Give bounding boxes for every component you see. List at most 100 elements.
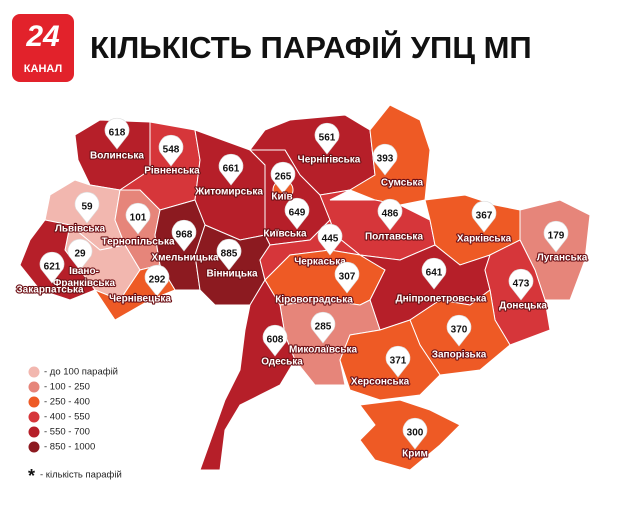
region-value: 641: [426, 268, 443, 279]
pin: [158, 134, 184, 167]
region-name: Чернівецька: [109, 294, 171, 305]
logo-name: КАНАЛ: [24, 63, 62, 75]
region-value: 101: [130, 213, 147, 224]
pin: [385, 345, 411, 378]
region-value: 486: [382, 209, 399, 220]
region-name: Черкаська: [294, 257, 346, 268]
pin: [284, 197, 310, 230]
legend-label: - 550 - 700: [44, 427, 90, 438]
legend-label: - 850 - 1000: [44, 442, 95, 453]
region-value: 649: [289, 208, 306, 219]
region: [199, 279, 296, 471]
pin: [218, 153, 244, 186]
pin: [421, 257, 447, 290]
pin: [216, 238, 242, 271]
region-name: Волинська: [90, 151, 144, 162]
pin: [104, 117, 130, 150]
region-value: 292: [149, 275, 166, 286]
pin: [377, 198, 403, 231]
region-name: Хмельницька: [151, 253, 219, 264]
region-value: 285: [315, 322, 332, 333]
region-name: Чернігівська: [298, 155, 361, 166]
region-name: Донецька: [499, 301, 547, 312]
pin: [508, 268, 534, 301]
pin: [310, 311, 336, 344]
region-value: 618: [109, 128, 126, 139]
region-name: Київ: [271, 192, 292, 203]
legend-swatch: [28, 426, 40, 438]
region-value: 179: [548, 231, 565, 242]
pin: [334, 261, 360, 294]
pin: [171, 219, 197, 252]
region-name: Рівненська: [144, 166, 200, 177]
title: КІЛЬКІСТЬ ПАРАФІЙ УПЦ МП: [90, 29, 532, 65]
region-value: 29: [74, 249, 86, 260]
pin: [314, 122, 340, 155]
region-value: 371: [390, 356, 407, 367]
legend-label: - 400 - 550: [44, 412, 90, 423]
region-name: Херсонська: [351, 377, 410, 388]
region-name: Полтавська: [365, 232, 423, 243]
region-value: 59: [81, 202, 93, 213]
region-value: 661: [223, 164, 240, 175]
logo-box: [12, 14, 74, 82]
pin: [471, 200, 497, 233]
footnote-symbol: *: [28, 466, 35, 486]
legend-swatch: [28, 366, 40, 378]
pins: 618 Волинська 548 Рівненська 661 Житомирська 5…: [15, 117, 589, 461]
region-name: Київська: [263, 229, 307, 240]
region-name: Сумська: [381, 178, 424, 189]
region-value: 393: [377, 154, 394, 165]
region-value: 445: [322, 234, 339, 245]
region-name: Дніпропетровська: [396, 294, 487, 305]
region-value: 367: [476, 211, 493, 222]
region-name: Запорізька: [432, 350, 487, 361]
legend-label: - 100 - 250: [44, 382, 90, 393]
region-value: 473: [513, 279, 530, 290]
pin: [402, 417, 428, 450]
region-name: Львівська: [55, 224, 106, 235]
pin: [543, 220, 569, 253]
legend-label: - до 100 парафій: [44, 367, 118, 378]
pin: [144, 264, 170, 297]
region-name: Івано-Франківська: [53, 266, 116, 289]
region-name: Одеська: [261, 357, 303, 368]
pin: [317, 223, 343, 256]
region-name: Житомирська: [194, 187, 263, 198]
region-value: 608: [267, 335, 284, 346]
logo-number: 24: [25, 20, 60, 53]
footnote-text: - кількість парафій: [40, 470, 122, 481]
pin: [372, 143, 398, 176]
pin: [262, 324, 288, 357]
region-name: Миколаївська: [289, 345, 358, 356]
region-name: Кіровоградська: [275, 295, 353, 306]
pin: [74, 191, 100, 224]
region-name: Закарпатська: [16, 285, 84, 296]
region-value: 370: [451, 325, 468, 336]
legend-swatch: [28, 411, 40, 423]
region-value: 561: [319, 133, 336, 144]
pin: [67, 238, 93, 271]
region-name: Харківська: [457, 234, 512, 245]
region-value: 265: [275, 172, 292, 183]
region-name: Тернопільська: [101, 237, 174, 248]
region-name: Вінницька: [206, 269, 258, 280]
legend-swatch: [28, 381, 40, 393]
region-value: 307: [339, 272, 356, 283]
region-name: Луганська: [537, 253, 588, 264]
pin: [446, 314, 472, 347]
region-value: 968: [176, 230, 193, 241]
legend: - до 100 парафій - 100 - 250 - 250 - 400 - …: [28, 366, 118, 453]
legend-label: - 250 - 400: [44, 397, 90, 408]
legend-swatch: [28, 396, 40, 408]
region-value: 621: [44, 262, 61, 273]
pin: [125, 202, 151, 235]
region-name: Крим: [402, 449, 428, 460]
region-value: 548: [163, 145, 180, 156]
region-value: 300: [407, 428, 424, 439]
pin: [270, 161, 296, 194]
region-value: 885: [221, 249, 238, 260]
legend-swatch: [28, 441, 40, 453]
pin: [39, 251, 65, 284]
